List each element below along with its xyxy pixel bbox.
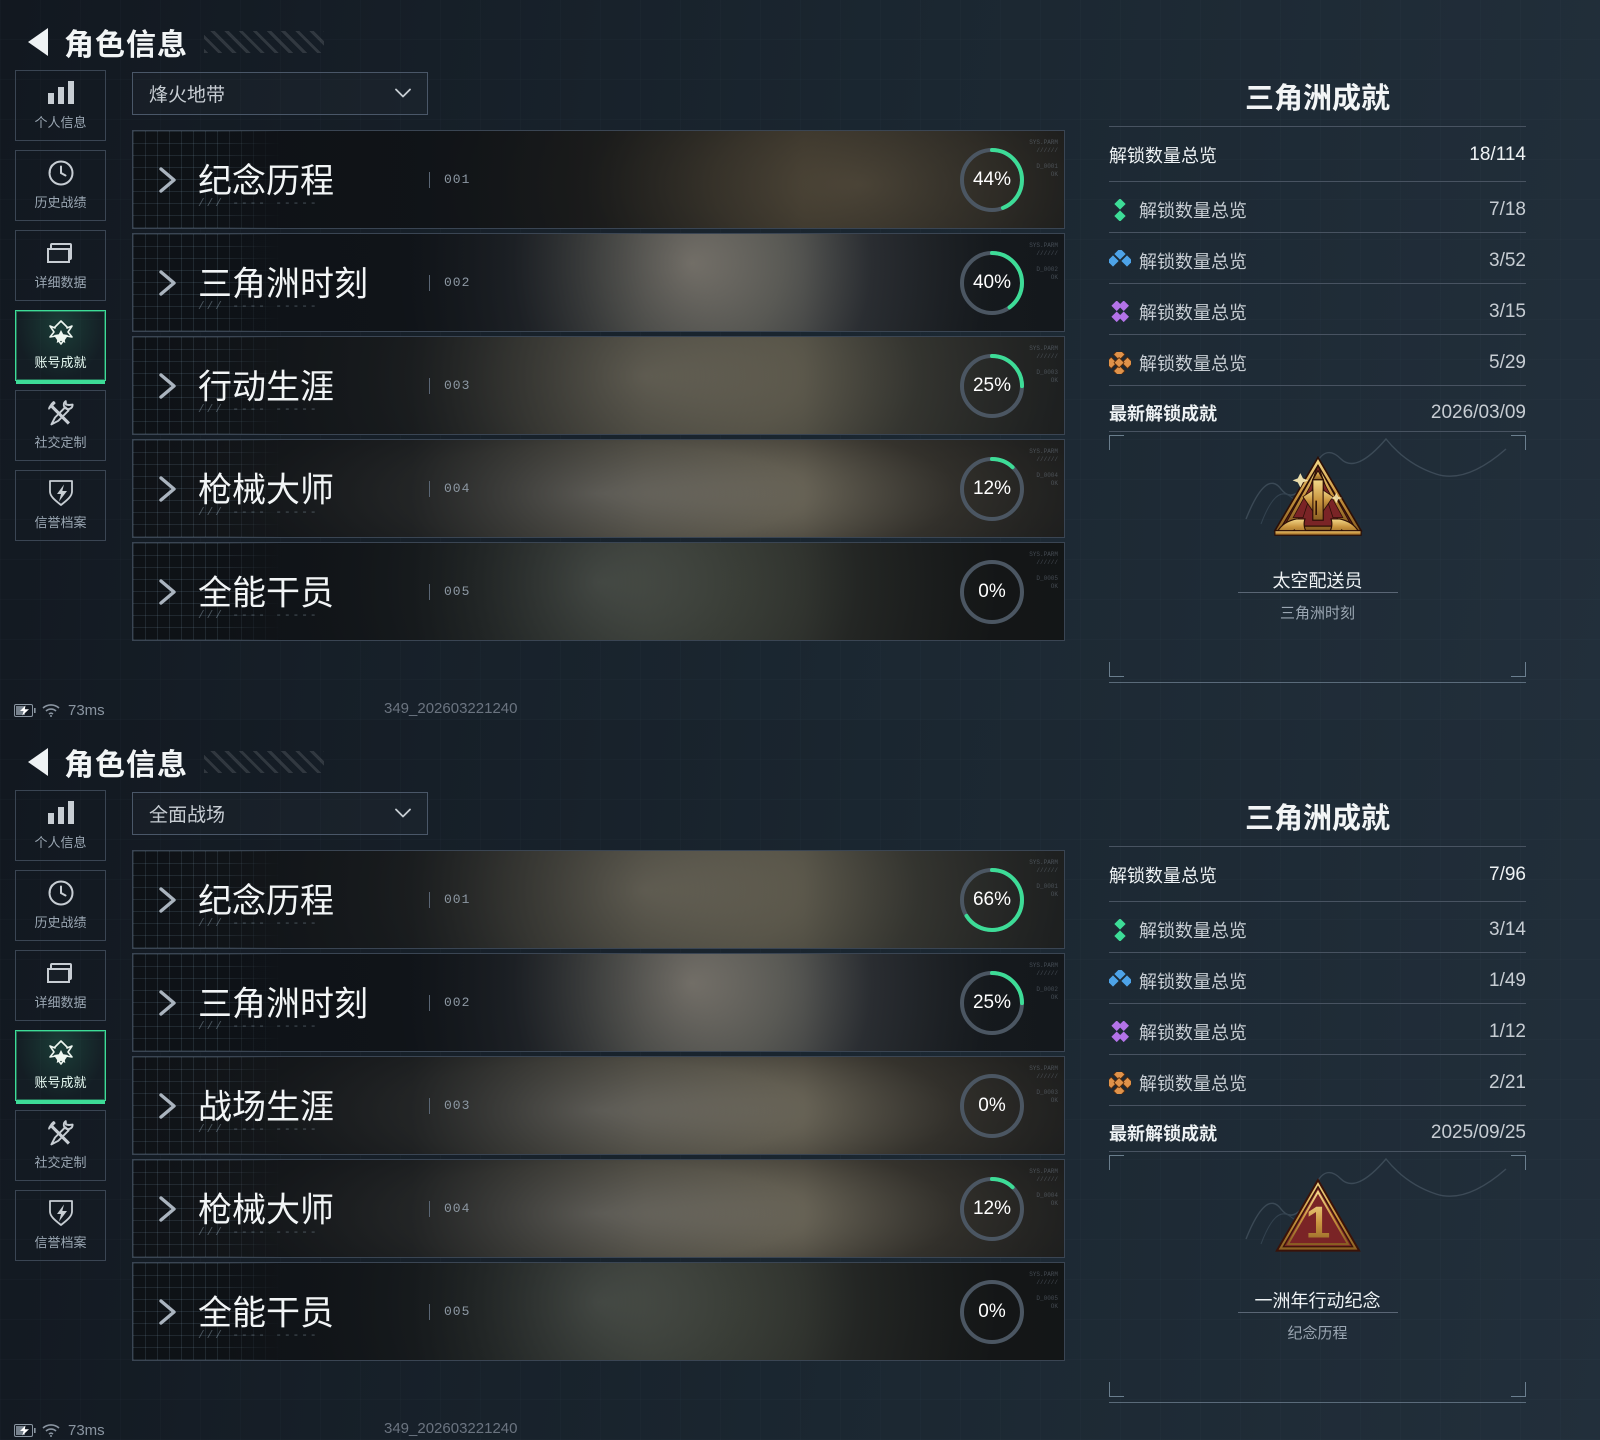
svg-text:1: 1 [1305,1199,1330,1248]
